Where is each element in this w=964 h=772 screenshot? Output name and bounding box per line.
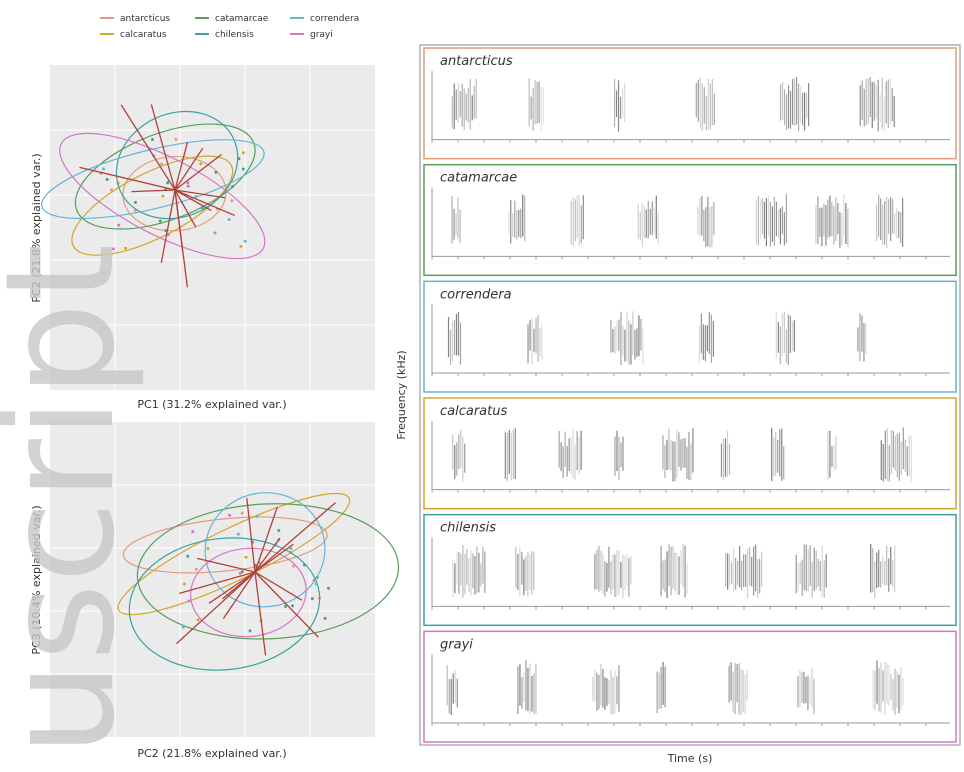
legend-label: correndera: [310, 14, 359, 24]
score-point: [327, 587, 330, 590]
score-point: [117, 224, 120, 227]
spectrogram-frame: [420, 45, 960, 745]
score-point: [244, 556, 247, 559]
score-point: [313, 579, 316, 582]
score-point: [237, 533, 240, 536]
score-point: [249, 629, 252, 632]
score-point: [242, 151, 245, 154]
score-point: [186, 555, 189, 558]
score-point: [311, 597, 314, 600]
spectrogram-panels: Frequency (kHz) Time (s) antarcticus cata…: [395, 45, 960, 765]
score-point: [166, 181, 169, 184]
score-point: [206, 547, 209, 550]
score-point: [242, 167, 245, 170]
score-point: [186, 181, 189, 184]
score-point: [106, 178, 109, 181]
legend-label: calcaratus: [120, 30, 167, 40]
score-point: [199, 162, 202, 165]
score-point: [231, 185, 234, 188]
score-point: [241, 512, 244, 515]
score-point: [159, 220, 162, 223]
score-point: [244, 240, 247, 243]
score-point: [187, 185, 190, 188]
score-point: [256, 515, 259, 518]
legend-label: chilensis: [215, 30, 254, 40]
score-point: [151, 138, 154, 141]
spectrogram-panel: [424, 631, 956, 742]
score-point: [188, 599, 191, 602]
species-label: chilensis: [440, 521, 496, 536]
score-point: [195, 195, 198, 198]
legend-label: grayi: [310, 30, 333, 40]
pca-bottom-x-label: PC2 (21.8% explained var.): [137, 747, 286, 760]
score-point: [239, 245, 242, 248]
species-label: antarcticus: [440, 54, 513, 69]
score-point: [183, 583, 186, 586]
score-point: [102, 167, 105, 170]
score-point: [197, 618, 200, 621]
score-point: [230, 199, 233, 202]
score-point: [292, 565, 295, 568]
score-point: [214, 171, 217, 174]
score-point: [182, 626, 185, 629]
spectrogram-y-label: Frequency (kHz): [395, 350, 408, 439]
score-point: [324, 617, 327, 620]
score-point: [134, 201, 137, 204]
score-point: [291, 604, 294, 607]
score-point: [277, 529, 280, 532]
score-point: [161, 195, 164, 198]
score-point: [315, 582, 318, 585]
figure: PC1 (31.2% explained var.) PC2 (21.8% ex…: [0, 0, 964, 772]
score-point: [289, 547, 292, 550]
spectrogram-x-label: Time (s): [667, 752, 713, 765]
species-label: grayi: [440, 637, 473, 652]
score-point: [213, 232, 216, 235]
score-point: [239, 572, 242, 575]
watermark: uscript: [0, 243, 148, 756]
species-label: catamarcae: [440, 171, 517, 186]
score-point: [195, 568, 198, 571]
score-point: [228, 218, 231, 221]
species-label: calcaratus: [440, 404, 507, 419]
legend-label: catamarcae: [215, 14, 269, 24]
score-point: [228, 514, 231, 517]
score-point: [284, 605, 287, 608]
species-label: correndera: [440, 287, 512, 302]
legend-label: antarcticus: [120, 14, 170, 24]
score-point: [191, 530, 194, 533]
score-point: [174, 138, 177, 141]
pca-top-x-label: PC1 (31.2% explained var.): [137, 398, 286, 411]
